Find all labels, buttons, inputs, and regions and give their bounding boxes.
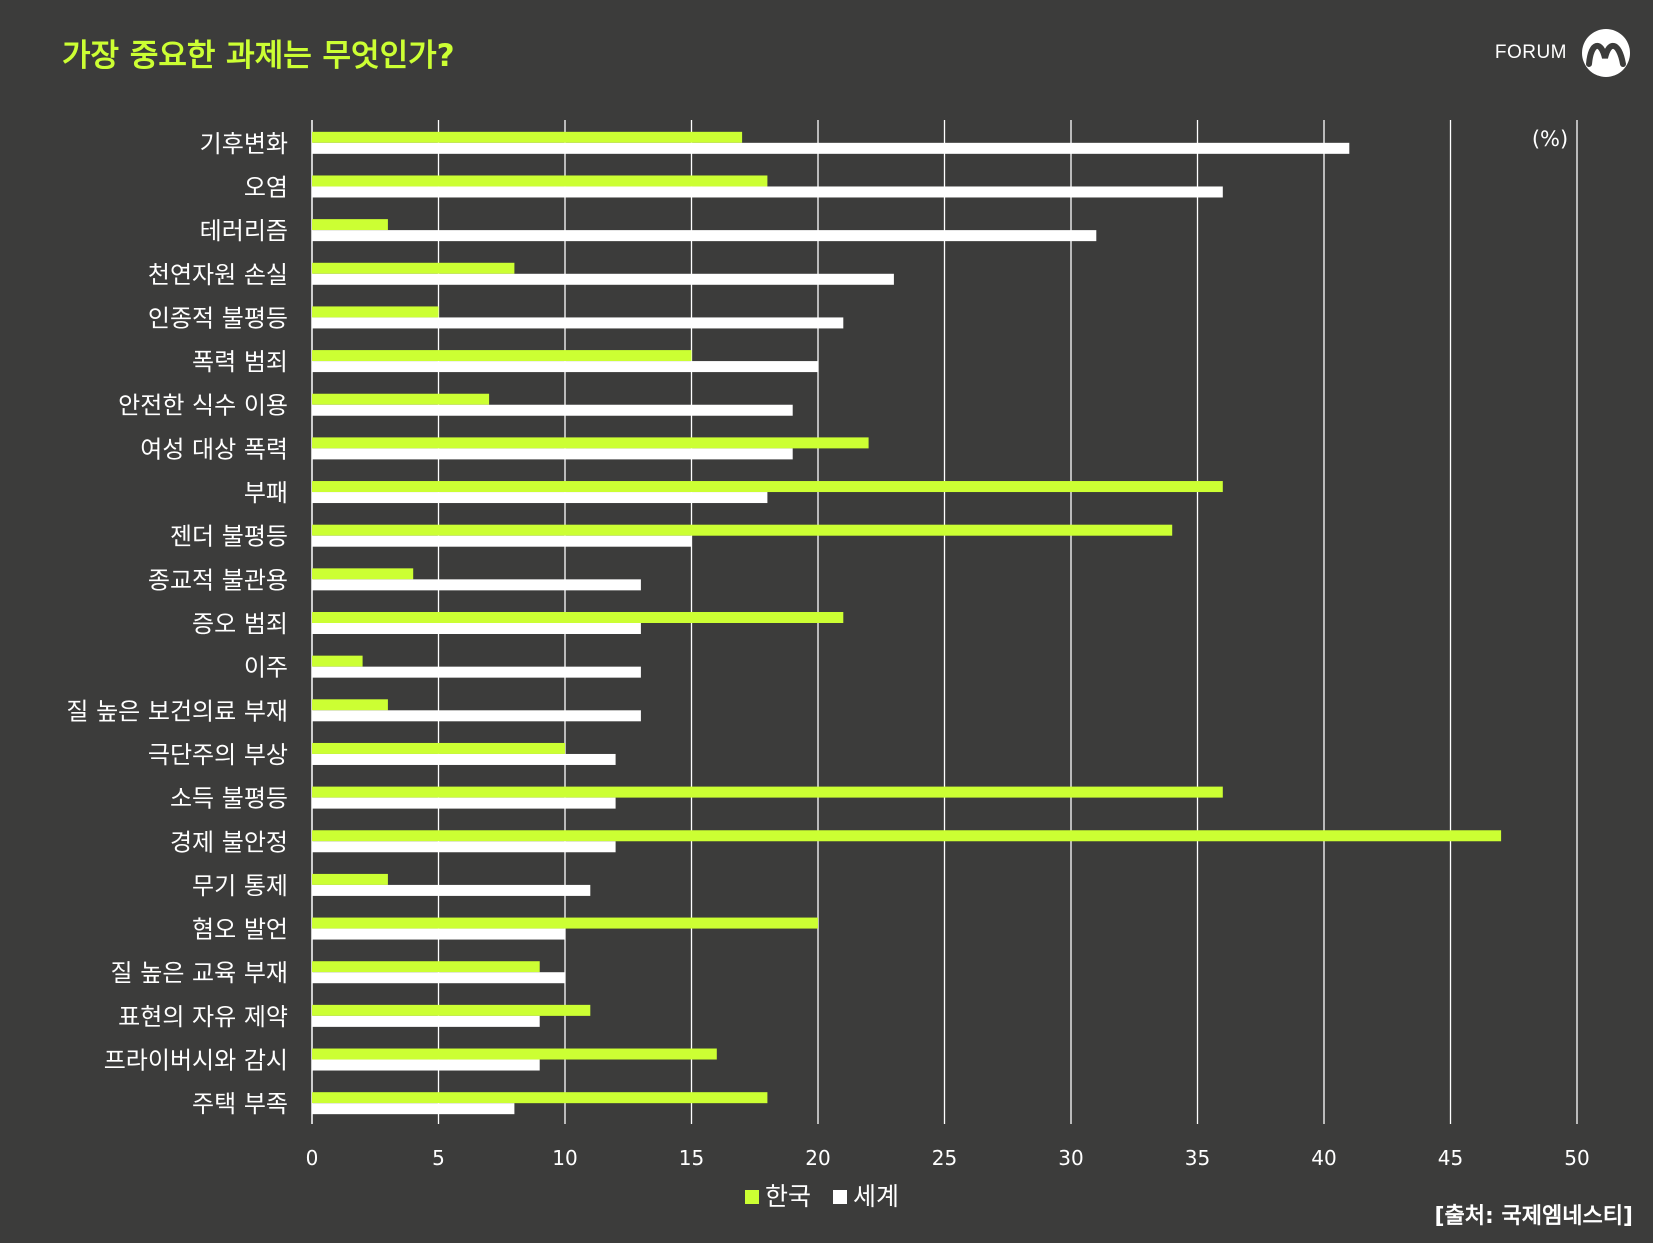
bar-world [312, 317, 844, 329]
legend-swatch [833, 1190, 847, 1204]
category-label: 이주 [244, 654, 288, 682]
brand-name: FORUM [1494, 42, 1567, 63]
bar-korea [312, 699, 388, 711]
bar-korea [312, 742, 565, 754]
bar-korea [312, 1048, 717, 1060]
category-label: 주택 부족 [192, 1090, 288, 1118]
category-label: 기후변화 [200, 130, 288, 158]
category-label: 경제 불안정 [170, 828, 288, 856]
category-label: 오염 [244, 173, 288, 201]
category-label: 무기 통제 [192, 872, 288, 900]
legend-label: 한국 [765, 1182, 811, 1211]
chart-title: 가장 중요한 과제는 무엇인가? [62, 38, 455, 74]
category-label: 소득 불평등 [170, 785, 288, 813]
bar-korea [312, 917, 818, 929]
category-label: 질 높은 보건의료 부재 [66, 697, 288, 725]
bar-world [312, 273, 894, 285]
bar-world [312, 1103, 515, 1115]
bar-korea [312, 1092, 768, 1104]
category-label: 혐오 발언 [192, 916, 288, 944]
x-tick-label: 5 [432, 1146, 445, 1170]
x-tick-label: 20 [805, 1146, 830, 1170]
category-label: 인종적 불평등 [148, 304, 288, 332]
category-label: 증오 범죄 [192, 610, 288, 638]
category-label: 종교적 불관용 [148, 566, 288, 594]
bar-korea [312, 961, 540, 973]
bar-world [312, 884, 591, 896]
legend-label: 세계 [853, 1182, 899, 1211]
bar-korea [312, 568, 414, 580]
bar-world [312, 492, 768, 504]
category-label: 표현의 자유 제약 [118, 1003, 288, 1031]
bar-world [312, 797, 616, 809]
x-tick-label: 10 [552, 1146, 577, 1170]
bar-world [312, 710, 641, 722]
bar-world [312, 448, 793, 460]
bar-korea [312, 219, 388, 231]
bar-world [312, 186, 1223, 198]
bar-korea [312, 524, 1173, 536]
bar-world [312, 928, 565, 940]
category-label: 폭력 범죄 [192, 348, 288, 376]
x-tick-label: 0 [306, 1146, 319, 1170]
x-tick-label: 40 [1311, 1146, 1336, 1170]
category-label: 테러리즘 [200, 217, 288, 245]
category-label: 천연자원 손실 [148, 261, 288, 289]
x-tick-label: 45 [1438, 1146, 1463, 1170]
x-tick-label: 30 [1058, 1146, 1083, 1170]
bar-world [312, 623, 641, 634]
x-tick-label: 50 [1564, 1146, 1589, 1170]
bar-korea [312, 393, 490, 405]
x-tick-label: 15 [679, 1146, 704, 1170]
category-label: 질 높은 교육 부재 [111, 959, 288, 987]
category-label: 극단주의 부상 [148, 741, 288, 769]
bar-korea [312, 786, 1223, 798]
bar-korea [312, 873, 388, 885]
bar-world [312, 142, 1350, 154]
forum-logo-icon [1582, 29, 1630, 77]
bar-korea [312, 437, 869, 449]
bar-korea [312, 175, 768, 187]
bar-world [312, 753, 616, 765]
bar-korea [312, 306, 439, 318]
bar-korea [312, 481, 1223, 493]
bar-korea [312, 262, 515, 274]
brand: FORUM [1495, 28, 1631, 78]
bar-world [312, 579, 641, 591]
category-label: 안전한 식수 이용 [118, 392, 288, 420]
bar-korea [312, 1004, 591, 1016]
bar-korea [312, 131, 743, 143]
category-label: 프라이버시와 감시 [104, 1047, 288, 1075]
bar-world [312, 361, 818, 373]
unit-label: (%) [1532, 127, 1568, 151]
x-tick-label: 35 [1185, 1146, 1210, 1170]
bar-korea [312, 350, 692, 362]
category-label: 여성 대상 폭력 [140, 435, 288, 463]
bar-world [312, 1059, 540, 1071]
bar-korea [312, 830, 1502, 842]
bar-world [312, 1015, 540, 1027]
bar-korea [312, 612, 844, 623]
bar-world [312, 841, 616, 853]
bar-korea [312, 655, 363, 667]
source-note: [출처: 국제엠네스티] [1434, 1204, 1634, 1229]
bar-world [312, 972, 565, 984]
bar-world [312, 230, 1097, 242]
bar-world [312, 666, 641, 678]
category-label: 젠더 불평등 [170, 523, 288, 551]
legend-swatch [745, 1190, 759, 1204]
bar-world [312, 535, 692, 547]
bar-world [312, 404, 793, 416]
x-tick-label: 25 [932, 1146, 957, 1170]
category-label: 부패 [244, 479, 288, 507]
